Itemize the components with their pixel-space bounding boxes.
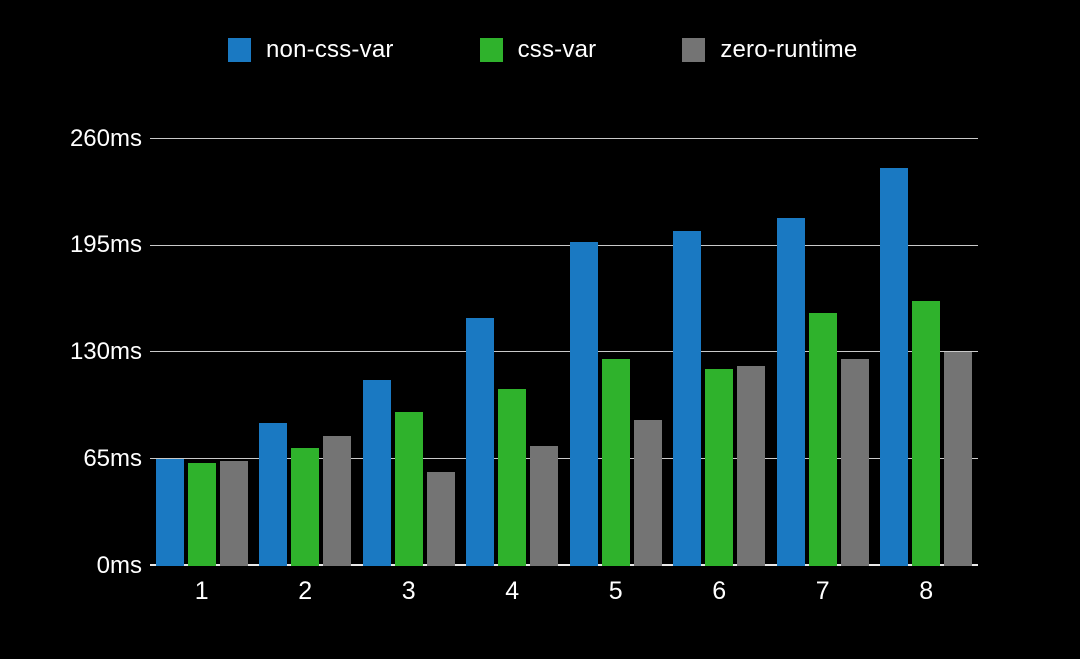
y-tick-label: 195ms [69, 231, 142, 259]
y-tick-label: 0ms [96, 552, 142, 579]
bar-non-css-var-2 [259, 423, 288, 566]
bar-non-css-var-8 [880, 168, 909, 566]
bar-css-var-3 [394, 411, 423, 566]
bar-non-css-var-7 [776, 217, 805, 566]
bar-css-var-1 [187, 462, 216, 566]
legend-label: zero-runtime [720, 36, 858, 63]
bar-css-var-8 [912, 301, 941, 566]
plot-area [150, 114, 978, 566]
legend-item-non-css-var: non-css-var [228, 36, 394, 64]
legend: non-css-var css-var zero-runtime [228, 36, 857, 64]
bar-non-css-var-3 [362, 380, 391, 566]
x-tick-label-5: 5 [608, 577, 623, 605]
y-tick-label: 260ms [69, 124, 142, 152]
bar-group-6 [668, 114, 772, 566]
bar-css-var-7 [808, 312, 837, 566]
gridline-130ms [150, 351, 978, 353]
bar-non-css-var-5 [569, 242, 598, 566]
legend-swatch-icon [228, 38, 251, 62]
x-axis-labels: 1 2 3 4 5 6 7 8 [150, 577, 978, 606]
legend-item-css-var: css-var [479, 36, 597, 64]
bar-zero-runtime-6 [737, 365, 766, 566]
bar-group-7 [771, 114, 875, 566]
x-tick-label-7: 7 [815, 577, 830, 605]
bar-non-css-var-1 [155, 459, 184, 566]
bar-zero-runtime-7 [840, 358, 869, 566]
y-tick-label: 65ms [83, 445, 142, 473]
bar-css-var-4 [498, 388, 527, 566]
x-tick-label-8: 8 [919, 577, 934, 605]
gridline-0ms [150, 564, 978, 566]
bar-css-var-5 [601, 358, 630, 566]
bar-group-3 [357, 114, 461, 566]
bar-zero-runtime-5 [633, 419, 662, 566]
bar-zero-runtime-4 [530, 446, 559, 566]
bar-group-8 [875, 114, 979, 566]
x-tick-label-1: 1 [194, 577, 209, 605]
bar-group-1 [150, 114, 254, 566]
gridline-65ms [150, 458, 978, 460]
y-tick-label: 130ms [69, 338, 142, 366]
bar-zero-runtime-8 [944, 352, 973, 566]
y-axis-labels: 0ms 65ms 130ms 195ms 260ms [0, 114, 142, 579]
x-tick-label-4: 4 [505, 577, 520, 605]
bar-zero-runtime-3 [426, 472, 455, 566]
bar-css-var-2 [291, 447, 320, 566]
bar-non-css-var-4 [466, 317, 495, 566]
legend-swatch-icon [682, 38, 706, 62]
x-tick-label-6: 6 [712, 577, 727, 605]
legend-label: non-css-var [266, 36, 394, 63]
bar-groups [150, 114, 978, 566]
bar-group-5 [564, 114, 668, 566]
gridline-195ms [150, 244, 978, 246]
bar-zero-runtime-2 [323, 436, 352, 566]
bar-zero-runtime-1 [219, 460, 248, 566]
gridline-260ms [150, 137, 978, 139]
bar-non-css-var-6 [673, 230, 702, 566]
bar-group-4 [461, 114, 565, 566]
bar-css-var-6 [705, 368, 734, 566]
legend-label: css-var [517, 36, 597, 63]
legend-swatch-icon [479, 38, 503, 62]
bar-group-2 [254, 114, 358, 566]
x-tick-label-3: 3 [401, 577, 416, 605]
x-tick-label-2: 2 [298, 577, 313, 605]
legend-item-zero-runtime: zero-runtime [682, 36, 857, 64]
